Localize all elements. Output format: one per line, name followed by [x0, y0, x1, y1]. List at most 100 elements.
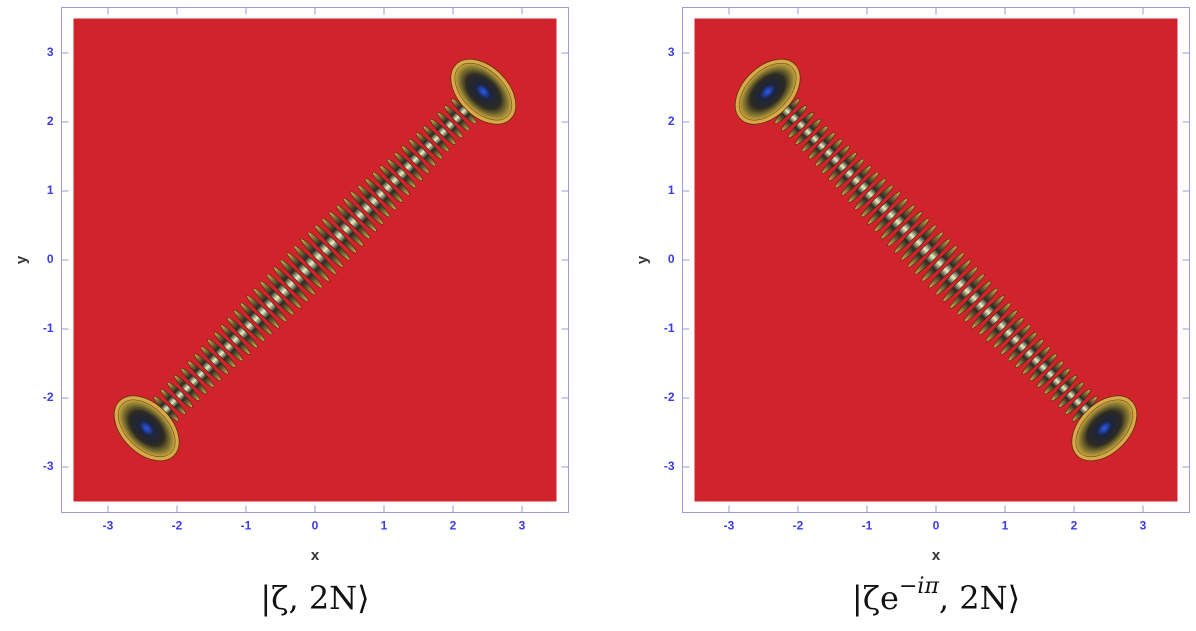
x-tick-label: 2: [450, 519, 457, 533]
fringe: [1015, 339, 1044, 368]
fringe: [1036, 360, 1064, 388]
y-tick-label: -2: [664, 390, 675, 404]
panel: -3 -2 -1 0 1 2 3 -3 -2 -1 0 1 2 3 x y |ζ, 2N⟩: [13, 7, 569, 617]
fringe: [1043, 367, 1071, 395]
fringe: [808, 132, 836, 160]
fringe: [193, 353, 222, 382]
fringe: [422, 125, 450, 153]
y-tick-label: -2: [43, 390, 54, 404]
fringe: [956, 280, 992, 316]
y-tick-label: 3: [668, 45, 675, 59]
fringe: [887, 211, 923, 247]
lobe: [454, 62, 513, 121]
fringe: [978, 302, 1012, 336]
fringe: [372, 171, 404, 203]
fringe: [430, 118, 457, 145]
fringe: [273, 266, 309, 302]
fringe: [266, 273, 302, 309]
fringe: [935, 259, 972, 296]
caption-base: |ζe: [852, 579, 899, 617]
fringe: [1058, 382, 1084, 408]
y-tick-label: -3: [664, 459, 675, 473]
fringe: [293, 245, 330, 282]
x-tick-label: 2: [1071, 519, 1078, 533]
y-tick-label: 2: [668, 114, 675, 128]
fringe-pattern: [734, 58, 1138, 462]
fringe: [335, 204, 371, 240]
fringe: [307, 231, 344, 268]
fringe: [314, 224, 351, 261]
fringe: [408, 138, 437, 167]
caption: |ζe−iπ, 2N⟩: [852, 574, 1020, 617]
caption: |ζ, 2N⟩: [260, 579, 369, 617]
fringe: [964, 288, 998, 322]
fringe: [173, 375, 200, 402]
lobe: [117, 399, 176, 458]
fringe: [239, 302, 273, 336]
fringe: [259, 280, 295, 316]
x-tick-label: -3: [724, 519, 735, 533]
y-tick-label: 1: [668, 183, 675, 197]
fringe: [386, 158, 417, 189]
x-tick-label: 1: [1002, 519, 1009, 533]
fringe: [444, 105, 470, 131]
fringe: [821, 145, 850, 174]
x-tick-label: 0: [933, 519, 940, 533]
fringe: [321, 218, 357, 254]
fringe: [233, 309, 266, 342]
fringe: [971, 295, 1005, 329]
x-tick-label: -2: [172, 519, 183, 533]
fringe: [847, 171, 879, 203]
fringe: [343, 198, 377, 232]
x-tick-label: -2: [793, 519, 804, 533]
fringe: [880, 204, 916, 240]
fringe: [814, 138, 843, 167]
y-tick-label: 3: [47, 45, 54, 59]
fringe: [788, 112, 814, 138]
fringe: [300, 238, 337, 275]
fringe: [226, 317, 258, 349]
fringe: [801, 125, 829, 153]
fringe: [350, 191, 384, 225]
lobe: [1075, 399, 1134, 458]
caption-rest: , 2N⟩: [939, 579, 1020, 617]
fringe: [394, 152, 423, 181]
fringe: [437, 112, 463, 138]
fringe: [401, 145, 430, 174]
fringe: [200, 346, 229, 375]
x-tick-label: 1: [381, 519, 388, 533]
fringe: [220, 324, 251, 355]
fringe: [1022, 346, 1051, 375]
y-tick-label: 0: [47, 252, 54, 266]
fringe: [921, 245, 958, 282]
caption-base: |ζ, 2N⟩: [260, 579, 369, 617]
fringe: [928, 252, 965, 289]
fringe-pattern: [113, 58, 517, 462]
fringe: [246, 295, 280, 329]
fringe: [794, 118, 821, 145]
y-tick-label: -1: [43, 321, 54, 335]
caption-sup: −iπ: [899, 574, 939, 599]
fringe: [415, 132, 443, 160]
fringe: [213, 331, 244, 362]
fringe: [167, 382, 193, 408]
fringe: [993, 317, 1025, 349]
y-tick-label: -3: [43, 459, 54, 473]
fringe: [279, 259, 316, 296]
fringe: [907, 231, 944, 268]
fringe: [253, 288, 287, 322]
fringe: [942, 266, 978, 302]
fringe: [834, 158, 865, 189]
y-axis-label: y: [13, 255, 30, 264]
x-tick-label: -1: [241, 519, 252, 533]
fringe: [1000, 324, 1031, 355]
y-tick-label: 1: [47, 183, 54, 197]
y-tick-label: 2: [47, 114, 54, 128]
x-tick-label: 3: [1140, 519, 1147, 533]
fringe: [841, 165, 872, 196]
y-axis-label: y: [634, 255, 651, 264]
fringe: [160, 389, 186, 415]
fringe: [1051, 375, 1078, 402]
y-tick-label: -1: [664, 321, 675, 335]
